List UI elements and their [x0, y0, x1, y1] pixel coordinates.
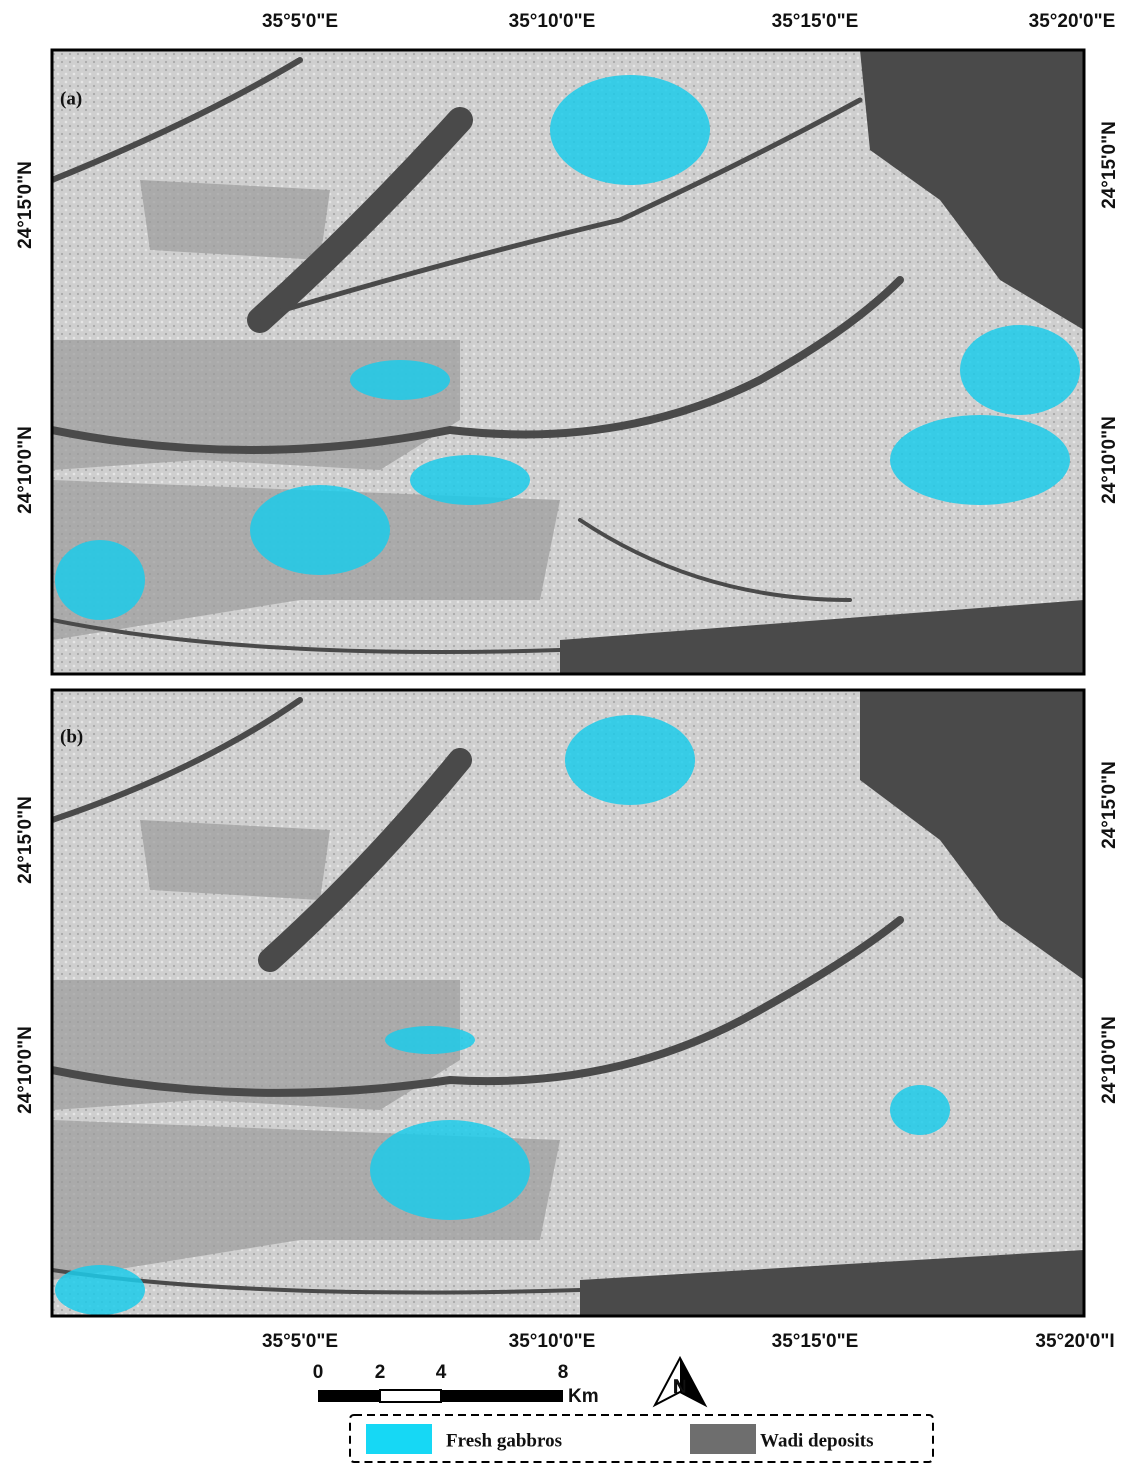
longitude-label: 35°15'0"E — [772, 11, 859, 32]
legend-swatch — [690, 1424, 756, 1454]
page: (a) (b) 35°5'0"E 35°10'0"E 35°15'0"E 35°… — [0, 0, 1128, 1465]
latitude-label: 24°10'0"N — [15, 426, 36, 514]
longitude-label: 35°5'0"E — [262, 1331, 338, 1352]
map-panel-a — [52, 50, 1084, 674]
scale-unit: Km — [568, 1386, 599, 1407]
latitude-label: 24°10'0"N — [15, 1026, 36, 1114]
figure: (a) (b) 35°5'0"E 35°10'0"E 35°15'0"E 35°… — [0, 0, 1128, 1465]
scale-tick: 2 — [375, 1362, 386, 1383]
latitude-label: 24°15'0"N — [15, 161, 36, 249]
scale-tick: 0 — [313, 1362, 324, 1383]
map-panel-b — [52, 690, 1084, 1316]
north-label: N — [673, 1377, 687, 1398]
panel-label: (b) — [60, 726, 83, 747]
scale-tick: 8 — [558, 1362, 569, 1383]
legend-label: Fresh gabbros — [446, 1430, 562, 1451]
panel-label: (a) — [60, 88, 82, 109]
latitude-label: 24°10'0"N — [1099, 416, 1120, 504]
longitude-label: 35°10'0"E — [509, 11, 596, 32]
scale-tick: 4 — [436, 1362, 447, 1383]
legend-label: Wadi deposits — [760, 1430, 874, 1451]
longitude-label: 35°15'0"E — [772, 1331, 859, 1352]
legend-swatch — [366, 1424, 432, 1454]
longitude-label: 35°5'0"E — [262, 11, 338, 32]
north-arrow: N — [655, 1358, 705, 1405]
longitude-label: 35°20'0"E — [1029, 11, 1116, 32]
latitude-label: 24°15'0"N — [1099, 761, 1120, 849]
longitude-label: 35°10'0"E — [509, 1331, 596, 1352]
legend: Fresh gabbros Wadi deposits — [350, 1415, 933, 1462]
latitude-label: 24°15'0"N — [15, 796, 36, 884]
latitude-label: 24°15'0"N — [1099, 121, 1120, 209]
longitude-label: 35°20'0"I — [1035, 1331, 1114, 1352]
latitude-label: 24°10'0"N — [1099, 1016, 1120, 1104]
scale-bar: 0 2 4 8 Km — [313, 1362, 599, 1407]
